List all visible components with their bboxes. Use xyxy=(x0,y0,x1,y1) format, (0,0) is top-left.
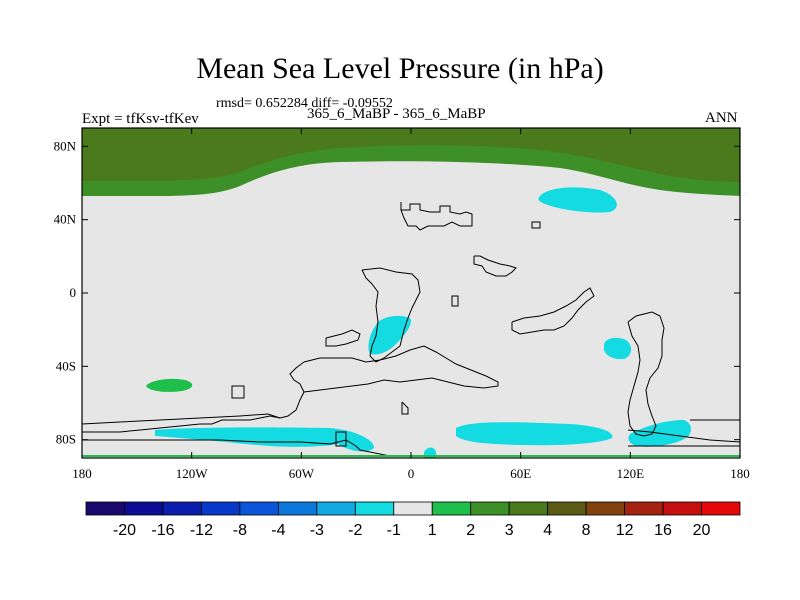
colorbar-swatch xyxy=(470,501,510,516)
x-tick-label: 120W xyxy=(176,466,209,481)
southern-ocean-low-region-center xyxy=(456,422,613,446)
colorbar-label: -3 xyxy=(310,522,324,539)
southern-ocean-low-region-west xyxy=(155,427,375,452)
y-tick-label: 80N xyxy=(54,138,77,153)
colorbar-swatch xyxy=(239,501,279,516)
colorbar-swatch xyxy=(201,501,241,516)
colorbar-label: -8 xyxy=(233,522,247,539)
x-tick-label: 0 xyxy=(408,466,415,481)
colorbar-swatch xyxy=(662,501,702,516)
colorbar-label: -2 xyxy=(348,522,362,539)
colorbar-swatch xyxy=(393,501,433,516)
colorbar-swatch xyxy=(124,501,164,516)
colorbar-label: 1 xyxy=(428,522,437,539)
colorbar-swatch xyxy=(316,501,356,516)
colorbar-swatch xyxy=(585,501,625,516)
colorbar-label: 12 xyxy=(616,522,634,539)
y-tick-label: 40S xyxy=(56,358,76,373)
colorbar-label: 16 xyxy=(654,522,672,539)
colorbar-label: -16 xyxy=(151,522,174,539)
colorbar-label: 3 xyxy=(505,522,514,539)
continent-outlines xyxy=(82,202,740,457)
colorbar-swatch xyxy=(162,501,202,516)
colorbar: -20 -16 -12 -8 -4 -3 -2 -1 1 2 3 4 8 12 16 20 xyxy=(85,501,741,539)
x-tick-label: 180 xyxy=(730,466,750,481)
south-atlantic-low-region xyxy=(368,315,411,355)
stats-line: rmsd= 0.652284 diff= -0.09552 xyxy=(216,96,393,111)
season-label: ANN xyxy=(705,110,738,126)
x-tick-label: 60W xyxy=(289,466,315,481)
chart-title: Mean Sea Level Pressure (in hPa) xyxy=(196,52,604,85)
colorbar-label: 4 xyxy=(543,522,552,539)
indian-ocean-low-region xyxy=(604,337,632,360)
north-pacific-low-region xyxy=(538,187,617,213)
colorbar-label: 8 xyxy=(582,522,591,539)
colorbar-swatch xyxy=(547,501,587,516)
colorbar-label: -12 xyxy=(190,522,213,539)
x-tick-label: 180 xyxy=(72,466,92,481)
colorbar-swatch xyxy=(277,501,318,516)
x-tick-label: 60E xyxy=(510,466,531,481)
south-pacific-green-region xyxy=(146,378,193,392)
colorbar-swatch xyxy=(624,501,664,516)
experiment-label: Expt = tfKsv-tfKev xyxy=(82,111,199,127)
run-label: 365_6_MaBP - 365_6_MaBP xyxy=(307,106,486,122)
colorbar-label: 2 xyxy=(466,522,475,539)
colorbar-label: 20 xyxy=(693,522,711,539)
colorbar-swatch xyxy=(508,501,549,516)
axes-layer: 180 120W 60W 0 60E 120E 180 80N 40N 0 40S 80S xyxy=(54,128,750,481)
y-tick-label: 80S xyxy=(56,432,76,447)
colorbar-swatch xyxy=(85,501,125,516)
colorbar-label: -20 xyxy=(113,522,136,539)
colorbar-swatch xyxy=(354,501,395,516)
colorbar-swatch xyxy=(701,501,741,516)
y-tick-label: 40N xyxy=(54,212,77,227)
colorbar-swatch xyxy=(431,501,472,516)
x-tick-label: 120E xyxy=(617,466,645,481)
y-tick-label: 0 xyxy=(70,285,77,300)
colorbar-label: -4 xyxy=(271,522,285,539)
colorbar-label: -1 xyxy=(387,522,401,539)
arctic-strong-region xyxy=(82,128,740,182)
